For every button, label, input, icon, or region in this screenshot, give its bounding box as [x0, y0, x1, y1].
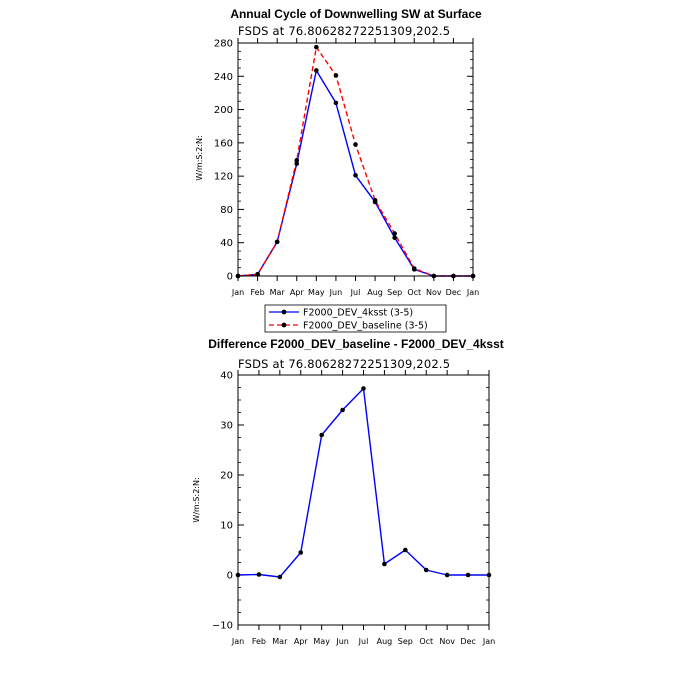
data-point [392, 231, 397, 236]
chart-subtitle: FSDS at 76.80628272251309,202.5 [238, 357, 450, 371]
annual-cycle-chart: Annual Cycle of Downwelling SW at Surfac… [195, 7, 482, 333]
y-tick-labels: −10 0 10 20 30 40 [212, 371, 233, 632]
series-line-1 [237, 46, 473, 277]
y-tick-labels: 0 40 80 120 160 200 240 280 [214, 39, 233, 283]
x-tick-labels: Jan Feb Mar Apr May Jun Jul Aug Sep Oct Nov Dec Jan [231, 637, 495, 646]
axes-ticks [237, 370, 490, 630]
data-point [411, 266, 417, 271]
x-tick-label: Aug [377, 637, 393, 646]
x-tick-label: Feb [250, 288, 264, 297]
legend: F2000_DEV_4ksst (3-5) F2000_DEV_baseline… [264, 304, 447, 333]
x-tick-label: Dec [446, 288, 461, 297]
x-tick-label: Mar [272, 637, 288, 646]
x-tick-label: Aug [367, 288, 383, 297]
x-tick-label: Feb [252, 637, 266, 646]
legend-label-4ksst: F2000_DEV_4ksst (3-5) [303, 308, 413, 319]
y-tick-label: 30 [220, 421, 233, 432]
y-tick-label: −10 [212, 621, 233, 632]
legend-label-baseline: F2000_DEV_baseline (3-5) [303, 321, 428, 332]
x-tick-label: Jun [329, 288, 343, 297]
data-point [255, 272, 260, 277]
data-point [256, 572, 262, 577]
legend-marker-4ksst [281, 309, 287, 315]
data-point [294, 158, 300, 163]
data-point [403, 547, 408, 553]
x-tick-label: Sep [398, 637, 413, 646]
x-tick-label: Nov [439, 637, 455, 646]
data-point [392, 235, 397, 241]
x-tick-label: Jan [466, 288, 479, 297]
y-tick-label: 120 [214, 172, 233, 183]
y-tick-label: 200 [214, 105, 233, 116]
legend-box [264, 304, 447, 333]
x-tick-label: Jun [335, 637, 349, 646]
series-line-0 [237, 387, 489, 578]
chart-title: Annual Cycle of Downwelling SW at Surfac… [230, 7, 482, 21]
x-tick-label: Jul [358, 637, 369, 646]
y-tick-label: 160 [214, 138, 233, 149]
data-point [340, 407, 345, 413]
data-point [372, 197, 378, 203]
x-tick-label: Apr [290, 288, 305, 297]
data-point [298, 550, 304, 555]
data-point [353, 142, 358, 147]
chart-title: Difference F2000_DEV_baseline - F2000_DE… [208, 337, 504, 351]
series-group [235, 386, 492, 580]
x-tick-label: Mar [270, 288, 286, 297]
data-point [361, 386, 366, 391]
data-point [319, 432, 324, 438]
x-tick-label: Jan [482, 637, 495, 646]
axes-ticks [237, 38, 474, 281]
x-tick-label: May [308, 288, 325, 297]
y-tick-label: 10 [220, 521, 233, 532]
chart-subtitle: FSDS at 76.80628272251309,202.5 [238, 24, 450, 38]
data-point [423, 567, 429, 573]
y-tick-label: 240 [214, 72, 233, 83]
x-tick-label: Sep [387, 288, 402, 297]
y-axis-label: W/m:S:2:N: [192, 477, 201, 522]
x-tick-label: May [313, 637, 330, 646]
data-point [465, 572, 471, 578]
x-tick-labels: Jan Feb Mar Apr May Jun Jul Aug Sep Oct Nov Dec Jan [231, 288, 479, 297]
y-tick-label: 280 [214, 39, 233, 50]
data-point [277, 574, 283, 580]
series-group [235, 44, 476, 279]
data-point [353, 173, 358, 178]
y-tick-label: 0 [227, 571, 233, 582]
y-tick-label: 40 [220, 238, 233, 249]
difference-chart: Difference F2000_DEV_baseline - F2000_DE… [192, 337, 504, 646]
x-tick-label: Oct [407, 288, 421, 297]
x-tick-label: Nov [426, 288, 442, 297]
y-axis-label: W/m:S:2:N: [195, 135, 204, 180]
x-tick-label: Jan [231, 637, 244, 646]
data-point [314, 44, 319, 50]
data-point [333, 73, 339, 78]
x-tick-label: Apr [294, 637, 309, 646]
data-point [274, 239, 280, 245]
data-point [382, 561, 387, 567]
y-tick-label: 0 [227, 272, 233, 283]
y-tick-label: 20 [220, 471, 233, 482]
y-tick-label: 80 [220, 205, 233, 216]
data-point [444, 572, 450, 578]
x-tick-label: Dec [460, 637, 475, 646]
x-tick-label: Oct [419, 637, 433, 646]
data-point [333, 100, 339, 106]
y-tick-label: 40 [220, 371, 233, 382]
data-point [294, 161, 300, 166]
x-tick-label: Jul [350, 288, 361, 297]
data-point [314, 68, 319, 73]
legend-marker-baseline [281, 322, 287, 328]
plot-frame [237, 374, 490, 626]
x-tick-label: Jan [231, 288, 244, 297]
plot-frame [237, 42, 474, 277]
